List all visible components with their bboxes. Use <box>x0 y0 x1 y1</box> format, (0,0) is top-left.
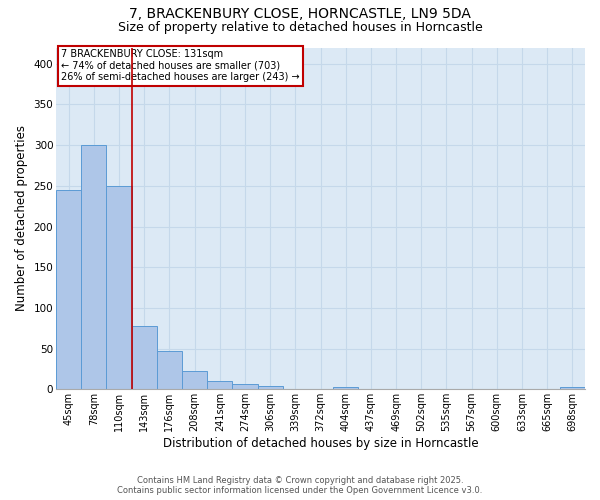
X-axis label: Distribution of detached houses by size in Horncastle: Distribution of detached houses by size … <box>163 437 478 450</box>
Text: Size of property relative to detached houses in Horncastle: Size of property relative to detached ho… <box>118 21 482 34</box>
Bar <box>157 351 182 390</box>
Y-axis label: Number of detached properties: Number of detached properties <box>15 126 28 312</box>
Bar <box>207 381 232 390</box>
Bar <box>106 186 131 390</box>
Bar <box>560 387 585 390</box>
Text: 7 BRACKENBURY CLOSE: 131sqm
← 74% of detached houses are smaller (703)
26% of se: 7 BRACKENBURY CLOSE: 131sqm ← 74% of det… <box>61 49 300 82</box>
Text: Contains HM Land Registry data © Crown copyright and database right 2025.
Contai: Contains HM Land Registry data © Crown c… <box>118 476 482 495</box>
Bar <box>131 326 157 390</box>
Bar <box>257 386 283 390</box>
Bar <box>333 387 358 390</box>
Text: 7, BRACKENBURY CLOSE, HORNCASTLE, LN9 5DA: 7, BRACKENBURY CLOSE, HORNCASTLE, LN9 5D… <box>129 8 471 22</box>
Bar <box>56 190 81 390</box>
Bar <box>182 372 207 390</box>
Bar <box>232 384 257 390</box>
Bar <box>81 145 106 390</box>
